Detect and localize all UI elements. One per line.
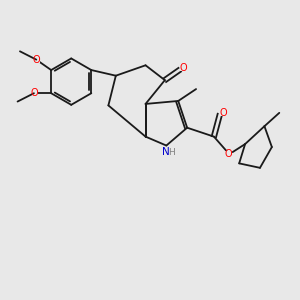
Bar bbox=[33, 57, 40, 63]
Text: N: N bbox=[162, 147, 169, 157]
Bar bbox=[30, 90, 38, 96]
Bar bbox=[162, 149, 173, 155]
Text: O: O bbox=[32, 55, 40, 64]
Text: O: O bbox=[30, 88, 38, 98]
Bar bbox=[220, 110, 227, 116]
Text: O: O bbox=[220, 108, 227, 118]
Text: H: H bbox=[168, 148, 175, 157]
Text: O: O bbox=[225, 148, 232, 159]
Bar bbox=[180, 65, 187, 71]
Bar bbox=[225, 151, 232, 157]
Text: O: O bbox=[179, 63, 187, 73]
